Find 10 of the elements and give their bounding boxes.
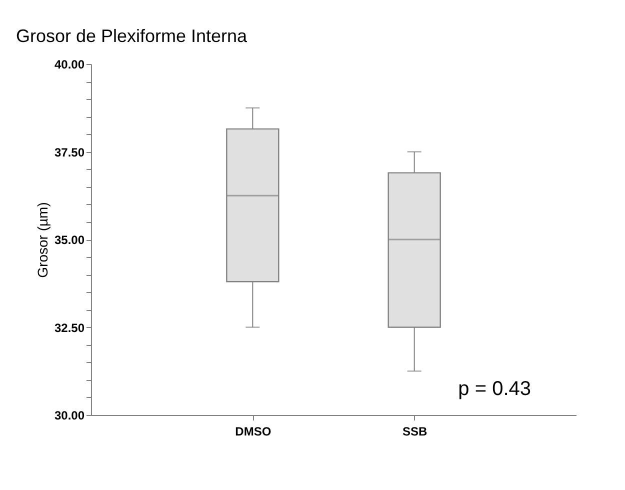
x-tick-label: SSB xyxy=(402,424,428,438)
y-tick-label: 32.50 xyxy=(54,320,85,335)
chart-title: Grosor de Plexiforme Interna xyxy=(16,26,248,46)
y-axis-title: Grosor (µm) xyxy=(34,202,50,278)
y-tick-label: 35.00 xyxy=(54,233,85,247)
annotation: p = 0.43 xyxy=(458,378,531,400)
y-tick-label: 40.00 xyxy=(54,58,85,72)
y-tick-label: 30.00 xyxy=(54,408,85,422)
y-tick-label: 37.50 xyxy=(54,145,85,160)
x-tick-label: DMSO xyxy=(235,424,272,438)
